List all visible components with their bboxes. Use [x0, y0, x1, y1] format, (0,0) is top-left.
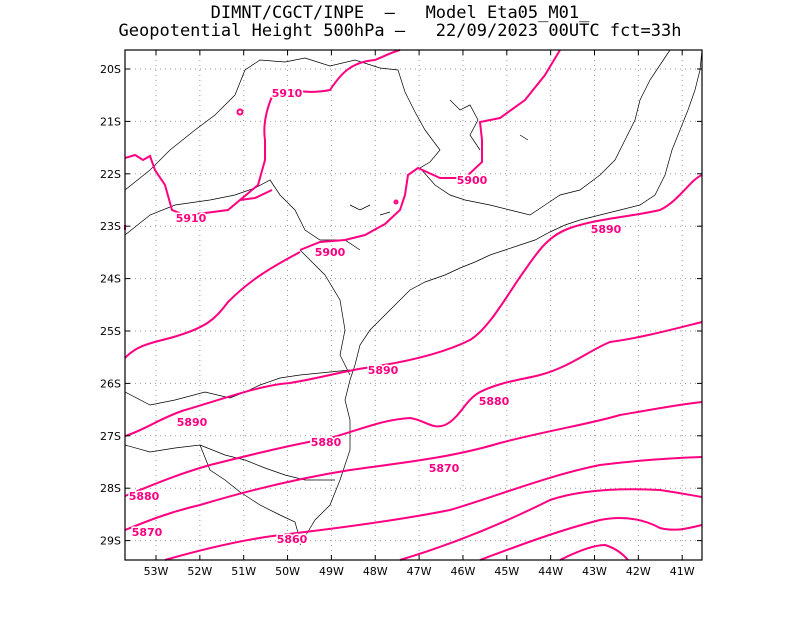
islands	[349, 134, 529, 216]
coast-east	[599, 49, 703, 216]
state-border-sc-rs	[124, 444, 335, 481]
contour-5830	[559, 543, 629, 561]
contour-5880	[124, 321, 703, 497]
lat-tick-label: 27S	[100, 430, 121, 443]
lon-tick-label: 44W	[538, 565, 563, 578]
contour-label: 5860	[277, 533, 308, 546]
contour-5910-west	[124, 140, 266, 217]
longitude-labels: 53W 52W 51W 50W 49W 48W 47W 46W 45W 44W 43W 42W 41W	[144, 565, 695, 578]
contour-label: 5910	[176, 212, 207, 225]
contour-label: 5870	[132, 526, 163, 539]
contour-5840	[479, 517, 703, 561]
contour-label: 5890	[368, 364, 399, 377]
lon-tick-label: 46W	[451, 565, 476, 578]
coast-south	[299, 214, 601, 546]
state-border-ms-mg	[124, 59, 286, 191]
lon-tick-label: 43W	[582, 565, 607, 578]
lon-tick-label: 51W	[231, 565, 256, 578]
lon-tick-label: 48W	[363, 565, 388, 578]
lat-tick-label: 22S	[100, 168, 121, 181]
state-border-sp-mg	[284, 57, 546, 216]
contour-label: 5900	[315, 246, 346, 259]
state-border-ms-sp	[124, 179, 361, 251]
border-argentina	[199, 444, 301, 541]
grid-lines	[125, 50, 702, 560]
lon-tick-label: 49W	[319, 565, 344, 578]
title-line-1: DIMNT/CGCT/INPE – Model Eta05_M01_	[210, 3, 590, 23]
reservoir-furnas	[449, 99, 481, 151]
latitude-labels: 20S 21S 22S 23S 24S 25S 26S 27S 28S 29S	[100, 63, 121, 548]
contour-5870	[124, 401, 703, 531]
lat-tick-label: 29S	[100, 535, 121, 548]
contour-5850	[399, 488, 703, 561]
chart-title: DIMNT/CGCT/INPE – Model Eta05_M01_ Geopo…	[0, 4, 800, 40]
state-border-mg-rj-es	[544, 49, 671, 206]
lat-tick-label: 28S	[100, 482, 121, 495]
lat-tick-label: 23S	[100, 220, 121, 233]
contour-high-marker	[236, 108, 244, 116]
river-parana	[299, 249, 351, 376]
contour-high-marker-2	[393, 199, 399, 205]
contour-5910-north	[263, 49, 401, 141]
lat-tick-label: 24S	[100, 273, 121, 286]
lon-tick-label: 52W	[187, 565, 212, 578]
lat-tick-label: 20S	[100, 63, 121, 76]
contour-5890-a	[124, 251, 301, 359]
contour-label: 5880	[479, 395, 510, 408]
contour-label: 5880	[311, 436, 342, 449]
title-line-2: Geopotential Height 500hPa – 22/09/2023 …	[118, 21, 682, 41]
contour-5860	[164, 456, 703, 561]
lat-tick-label: 26S	[100, 377, 121, 390]
axis-ticks	[125, 50, 702, 560]
geopotential-contours	[124, 49, 703, 561]
contour-label: 5880	[129, 490, 160, 503]
contour-label: 5890	[177, 416, 208, 429]
contour-5890-b	[124, 174, 703, 437]
coastline-borders	[124, 49, 703, 546]
contour-labels: 5910 5910 5900 5900 5890 5890 5890 5880 5880 5880…	[127, 86, 623, 548]
lat-tick-label: 25S	[100, 325, 121, 338]
contour-label: 5900	[457, 174, 488, 187]
lon-tick-label: 45W	[494, 565, 519, 578]
plot-frame	[124, 49, 703, 561]
lon-tick-label: 42W	[626, 565, 651, 578]
lon-tick-label: 41W	[670, 565, 695, 578]
state-border-pr-sc	[124, 369, 351, 406]
lon-tick-label: 53W	[144, 565, 169, 578]
contour-label: 5910	[272, 87, 303, 100]
lon-tick-label: 47W	[407, 565, 432, 578]
lat-tick-label: 21S	[100, 115, 121, 128]
lon-tick-label: 50W	[275, 565, 300, 578]
contour-label: 5870	[429, 462, 460, 475]
contour-label: 5890	[591, 223, 622, 236]
